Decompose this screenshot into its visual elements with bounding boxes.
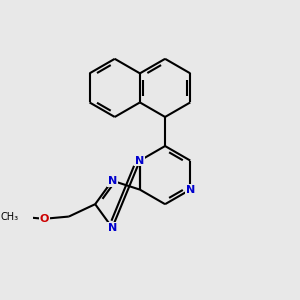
- Text: CH₃: CH₃: [0, 212, 18, 222]
- Text: N: N: [135, 156, 145, 166]
- Text: O: O: [40, 214, 49, 224]
- Text: N: N: [108, 223, 117, 233]
- Text: N: N: [108, 176, 117, 186]
- Text: N: N: [186, 184, 195, 195]
